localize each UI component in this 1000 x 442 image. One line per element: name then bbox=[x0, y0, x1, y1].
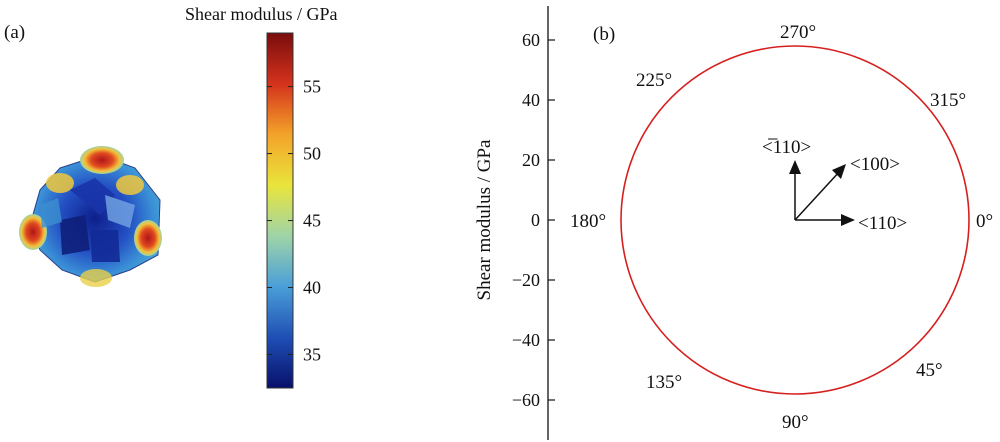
y-tick-label: 0 bbox=[531, 210, 540, 230]
direction-label-110: <110> bbox=[858, 213, 907, 234]
direction-label-100: <100> bbox=[850, 154, 900, 175]
shear-modulus-surface bbox=[19, 146, 162, 287]
y-axis-label: Shear modulus / GPa bbox=[474, 139, 495, 301]
colorbar-tick-label: 35 bbox=[303, 345, 321, 365]
colorbar-tick-label: 40 bbox=[303, 278, 321, 298]
direction-arrows bbox=[789, 160, 855, 226]
angle-label-270: 270° bbox=[780, 22, 816, 43]
y-axis-ticks: 60 40 20 0 −20 −40 −60 bbox=[512, 30, 555, 410]
y-tick-label: −40 bbox=[512, 330, 540, 350]
y-tick-label: −20 bbox=[512, 270, 540, 290]
colorbar-tick-label: 55 bbox=[303, 77, 321, 97]
angle-label-90: 90° bbox=[782, 412, 809, 433]
angle-label-180: 180° bbox=[570, 211, 606, 232]
colorbar-ticks: 55 50 45 40 35 bbox=[267, 77, 321, 365]
panel-b-label: (b) bbox=[593, 24, 615, 45]
angle-label-315: 315° bbox=[930, 90, 966, 111]
colorbar-title: Shear modulus / GPa bbox=[185, 4, 338, 24]
panel-a-label: (a) bbox=[4, 22, 25, 43]
angle-label-135: 135° bbox=[646, 372, 682, 393]
colorbar-tick-label: 45 bbox=[303, 211, 321, 231]
y-tick-label: 60 bbox=[522, 30, 540, 50]
angle-label-45: 45° bbox=[916, 360, 943, 381]
colorbar bbox=[266, 32, 294, 389]
y-tick-label: 20 bbox=[522, 150, 540, 170]
colorbar-tick-label: 50 bbox=[303, 144, 321, 164]
angle-label-0: 0° bbox=[976, 211, 993, 232]
polar-curve bbox=[620, 45, 970, 395]
angle-label-225: 225° bbox=[636, 70, 672, 91]
y-tick-label: 40 bbox=[522, 90, 540, 110]
direction-label-bar110: <̅110> bbox=[762, 137, 811, 158]
y-tick-label: −60 bbox=[512, 390, 540, 410]
